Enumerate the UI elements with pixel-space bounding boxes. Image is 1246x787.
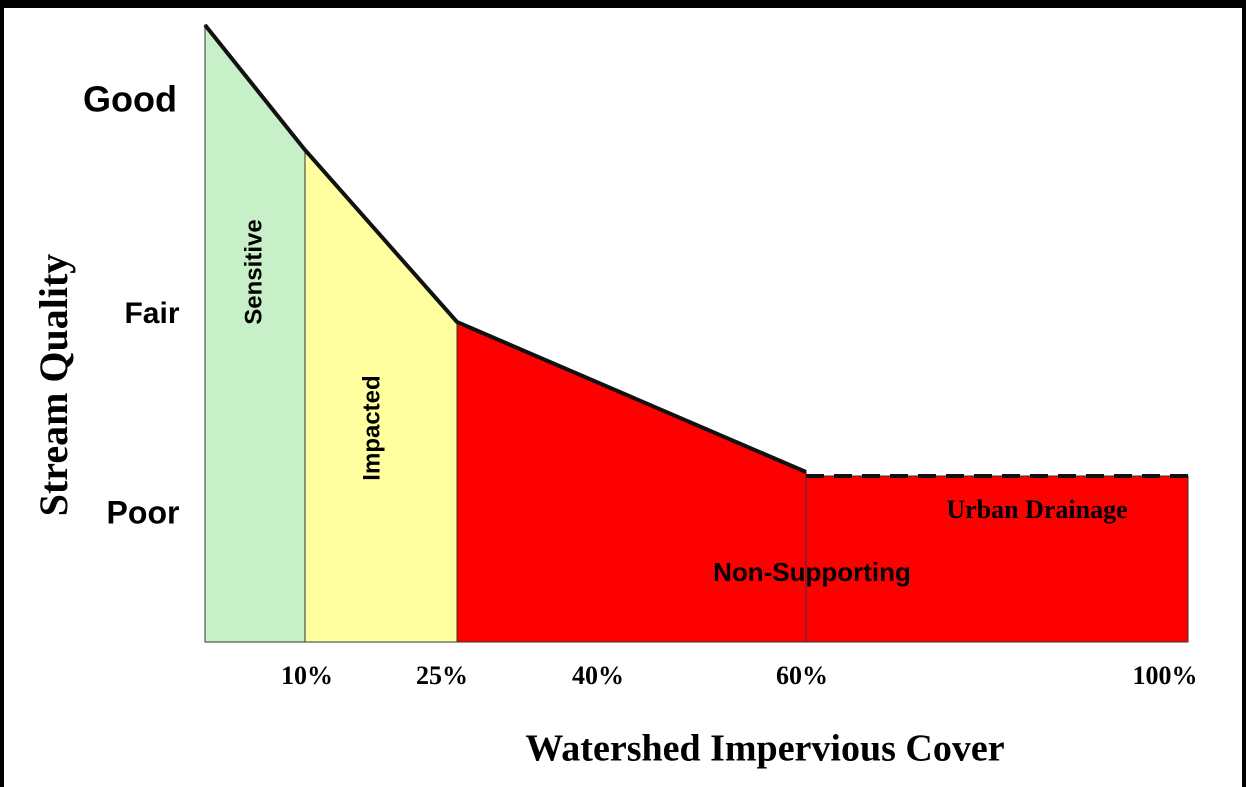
right-border [1242, 0, 1246, 787]
y-axis-title: Stream Quality [31, 254, 76, 517]
zone-label: Non-Supporting [713, 557, 911, 587]
x-label: 25% [416, 661, 468, 690]
y-label: Good [83, 79, 177, 120]
x-axis-title: Watershed Impervious Cover [525, 728, 1004, 770]
zone-label: Sensitive [240, 219, 267, 324]
x-label: 60% [776, 661, 828, 690]
left-border [0, 0, 4, 787]
quality-line [203, 23, 807, 474]
x-label: 40% [572, 661, 624, 690]
zone-label: Impacted [358, 375, 385, 480]
y-label: Fair [124, 297, 179, 330]
x-label: 100% [1133, 661, 1198, 690]
zone-label: Urban Drainage [946, 495, 1127, 524]
y-label: Poor [107, 494, 180, 530]
top-border [0, 0, 1246, 8]
x-label: 10% [281, 661, 333, 690]
